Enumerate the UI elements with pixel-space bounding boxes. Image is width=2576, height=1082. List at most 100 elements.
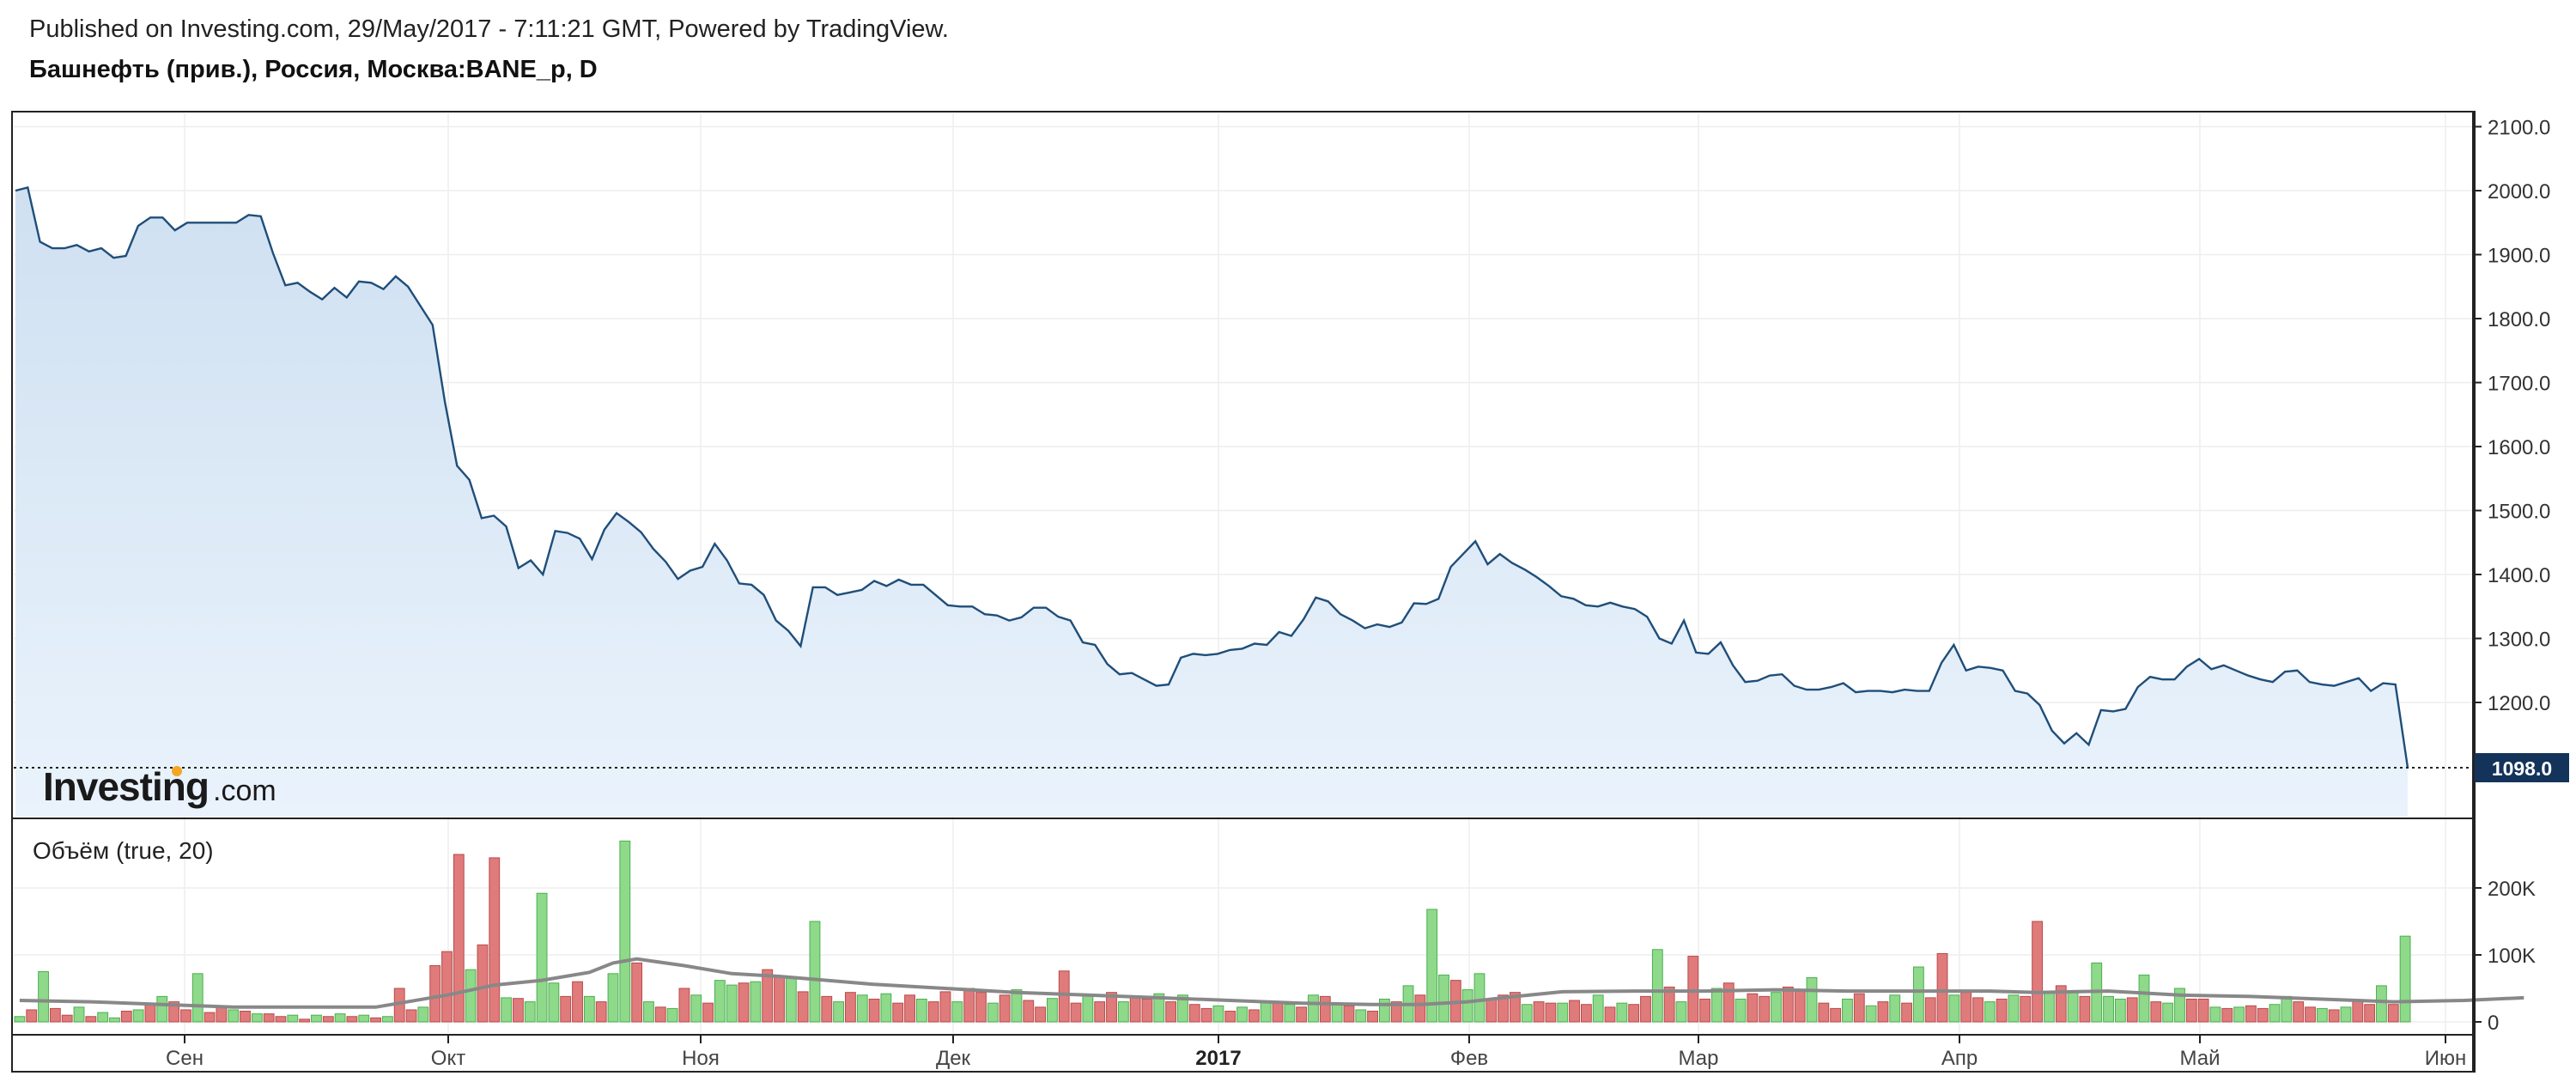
volume-bar-up: [643, 1001, 654, 1023]
last-price-badge-bg: [2475, 752, 2569, 782]
volume-bar-down: [2150, 1001, 2162, 1023]
price-y-axis[interactable]: 2100.0 2000.0 1900.0 1800.0 1700.0 1600.0 1500…: [2473, 117, 2550, 716]
volume-bar-up: [1651, 949, 1663, 1023]
price-y-tick-label: 1900.0: [2488, 245, 2550, 268]
volume-bar-down: [263, 1013, 275, 1023]
volume-bar-up: [1675, 1001, 1687, 1023]
volume-bar-up: [501, 997, 513, 1023]
volume-bar-down: [904, 994, 915, 1023]
volume-bar-down: [762, 969, 774, 1023]
volume-bar-up: [524, 1001, 536, 1023]
volume-bar-up: [607, 973, 619, 1023]
volume-bar-up: [1842, 998, 1853, 1023]
volume-bar-up: [287, 1014, 299, 1023]
volume-bar-down: [1747, 993, 1759, 1023]
volume-bar-up: [1889, 994, 1901, 1023]
volume-bar-up: [191, 973, 204, 1023]
volume-bar-up: [156, 995, 168, 1023]
volume-bar-up: [1984, 1001, 1996, 1023]
logo-main-text: Investing: [43, 764, 209, 809]
volume-bar-up: [1331, 1002, 1343, 1023]
volume-bar-down: [1296, 1006, 1308, 1023]
last-price-badge: 1098.0: [2475, 752, 2569, 782]
volume-bar-down: [1248, 1009, 1260, 1023]
volume-bar-down: [892, 1002, 904, 1023]
volume-bar-up: [951, 1001, 963, 1023]
price-y-tick-label: 1400.0: [2488, 564, 2550, 587]
volume-bar-up: [251, 1013, 263, 1023]
volume-bar-up: [1308, 994, 1319, 1023]
volume-bar-up: [2114, 998, 2126, 1023]
x-tick-label: Сен: [166, 1047, 204, 1070]
volume-bar-down: [2387, 1004, 2399, 1023]
volume-y-tick-label: 100K: [2488, 945, 2536, 968]
volume-bar-down: [216, 1006, 228, 1023]
volume-bar-down: [2221, 1007, 2233, 1023]
volume-bar-down: [2257, 1007, 2269, 1023]
chart-title: Башнефть (прив.), Россия, Москва:BANE_p,…: [29, 56, 598, 83]
volume-bar-down: [2032, 921, 2044, 1023]
volume-bar-up: [2316, 1007, 2328, 1023]
volume-bar-up: [1284, 1004, 1296, 1023]
volume-bar-down: [1580, 1004, 1592, 1023]
volume-bar-up: [1082, 994, 1094, 1023]
volume-bar-down: [1818, 1002, 1830, 1023]
x-tick-label: Май: [2179, 1047, 2220, 1070]
volume-bar-down: [1794, 989, 1806, 1023]
volume-bar-up: [1355, 1009, 1367, 1023]
volume-bar-up: [1046, 998, 1058, 1023]
volume-bar-down: [1188, 1004, 1200, 1023]
volume-bar-down: [1924, 997, 1936, 1023]
volume-bar-down: [1996, 998, 2008, 1023]
volume-bar-down: [654, 1006, 666, 1023]
volume-bar-down: [1272, 1002, 1284, 1023]
price-y-tick-label: 1700.0: [2488, 373, 2550, 396]
volume-bar-up: [1117, 1001, 1129, 1023]
volume-bar-up: [619, 840, 631, 1023]
time-x-axis[interactable]: Сен Окт Ноя Дек 2017 Фев Мар Апр Май Июн: [166, 1035, 2466, 1070]
price-area: [15, 187, 2408, 818]
volume-bar-down: [144, 1002, 156, 1023]
volume-bar-down: [963, 988, 975, 1023]
volume-bar-up: [726, 984, 738, 1023]
volume-y-tick-label: 0: [2488, 1012, 2499, 1035]
volume-bar-up: [2340, 1006, 2352, 1023]
volume-bar-up: [1521, 1004, 1533, 1023]
volume-bar-down: [2305, 1006, 2316, 1023]
volume-bar-down: [868, 998, 880, 1023]
price-y-tick-label: 2100.0: [2488, 117, 2550, 140]
volume-bar-down: [1699, 998, 1711, 1023]
price-y-tick-label: 1600.0: [2488, 436, 2550, 459]
volume-bar-down: [429, 964, 441, 1023]
volume-bar-up: [132, 1009, 144, 1023]
chart-frame: [11, 111, 2476, 1073]
volume-bar-down: [1510, 992, 1521, 1023]
volume-bar-up: [809, 921, 821, 1023]
volume-bar-down: [1604, 1006, 1616, 1023]
volume-bar-down: [2126, 997, 2138, 1023]
volume-y-axis[interactable]: 200K 100K 0: [2473, 878, 2536, 1035]
volume-bar-down: [513, 998, 524, 1023]
volume-bar-down: [1853, 993, 1865, 1023]
volume-bar-up: [1426, 909, 1438, 1023]
volume-bar-down: [2245, 1005, 2257, 1023]
volume-bar-up: [1236, 1006, 1248, 1023]
volume-y-tick-label: 200K: [2488, 878, 2536, 901]
volume-bar-down: [738, 982, 750, 1023]
volume-bar-down: [1319, 995, 1331, 1023]
volume-bar-down: [631, 962, 643, 1023]
volume-bar-up: [2376, 985, 2387, 1023]
logo-sub-text: .com: [213, 775, 276, 807]
volume-bar-up: [1735, 998, 1747, 1023]
volume-bar-down: [1960, 992, 1972, 1023]
volume-bar-down: [821, 995, 833, 1023]
volume-bar-down: [204, 1012, 216, 1023]
volume-bar-up: [1806, 977, 1818, 1023]
volume-bar-down: [477, 944, 489, 1023]
volume-bar-down: [797, 991, 809, 1023]
volume-ma-line: [19, 957, 2524, 1009]
volume-bar-up: [1011, 989, 1023, 1023]
price-y-tick-label: 1200.0: [2488, 692, 2550, 715]
volume-bar-down: [1545, 1002, 1557, 1023]
